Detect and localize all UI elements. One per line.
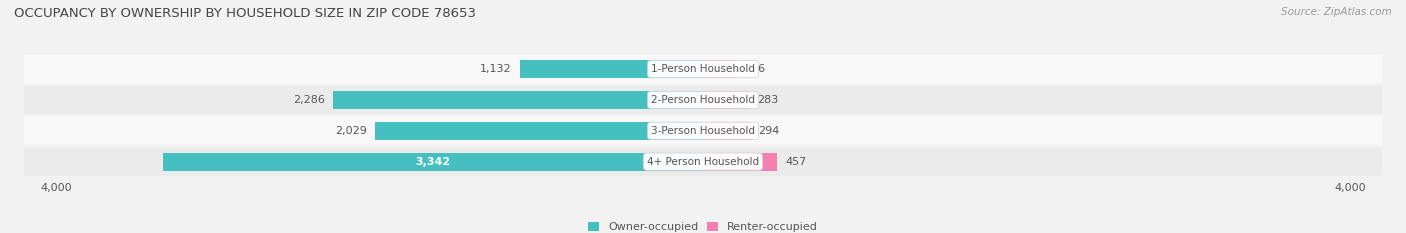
Text: 2,029: 2,029 [335, 126, 367, 136]
Bar [703, 122, 751, 140]
Bar [520, 60, 703, 78]
Bar [375, 122, 703, 140]
Bar [333, 91, 703, 109]
FancyBboxPatch shape [24, 55, 1382, 83]
Text: 2,286: 2,286 [294, 95, 325, 105]
FancyBboxPatch shape [24, 116, 1382, 145]
Text: 206: 206 [744, 64, 765, 74]
Text: OCCUPANCY BY OWNERSHIP BY HOUSEHOLD SIZE IN ZIP CODE 78653: OCCUPANCY BY OWNERSHIP BY HOUSEHOLD SIZE… [14, 7, 477, 20]
Text: 4+ Person Household: 4+ Person Household [647, 157, 759, 167]
Text: 1,132: 1,132 [481, 64, 512, 74]
Legend: Owner-occupied, Renter-occupied: Owner-occupied, Renter-occupied [585, 219, 821, 233]
Bar [703, 91, 749, 109]
FancyBboxPatch shape [24, 86, 1382, 114]
Text: 294: 294 [759, 126, 780, 136]
Bar [163, 153, 703, 171]
Text: 3,342: 3,342 [415, 157, 450, 167]
FancyBboxPatch shape [24, 147, 1382, 176]
Bar [703, 153, 778, 171]
Text: 283: 283 [756, 95, 778, 105]
Text: 1-Person Household: 1-Person Household [651, 64, 755, 74]
Bar [703, 60, 737, 78]
Text: 2-Person Household: 2-Person Household [651, 95, 755, 105]
Text: 457: 457 [785, 157, 806, 167]
Text: Source: ZipAtlas.com: Source: ZipAtlas.com [1281, 7, 1392, 17]
Text: 3-Person Household: 3-Person Household [651, 126, 755, 136]
